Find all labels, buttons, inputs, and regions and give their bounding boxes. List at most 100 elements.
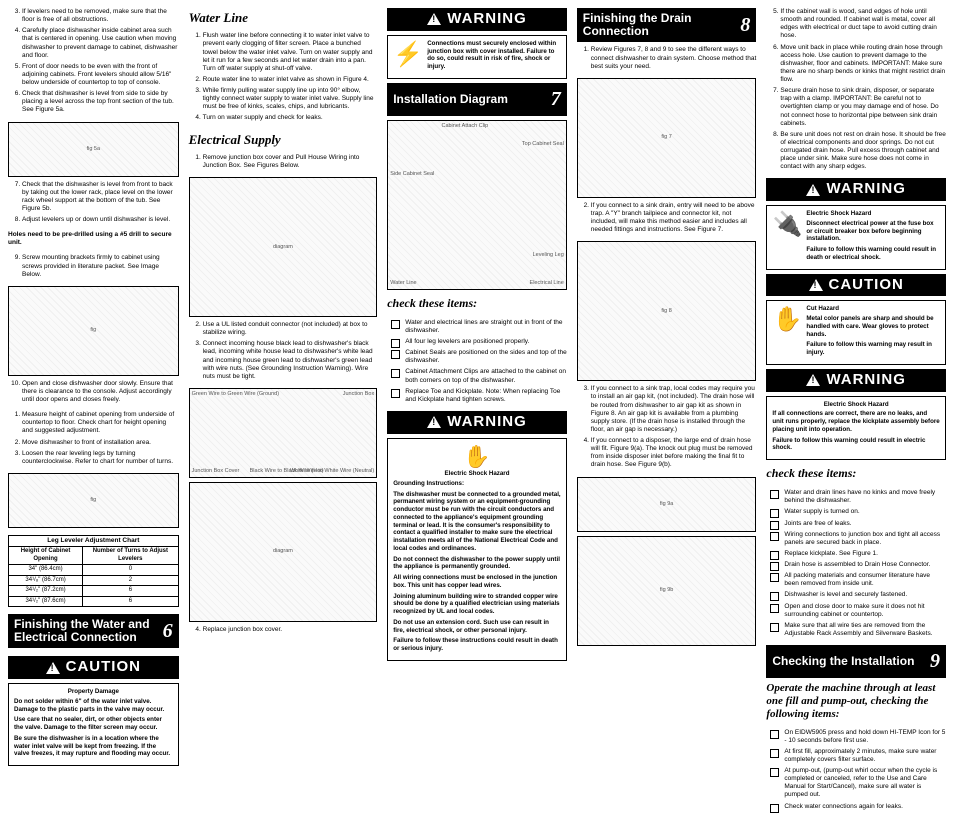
warning-banner: WARNING bbox=[387, 411, 567, 434]
list-item: Secure drain hose to sink drain, dispose… bbox=[780, 87, 946, 128]
list-item: Flush water line before connecting it to… bbox=[203, 32, 378, 73]
list-item: Remove junction box cover and Pull House… bbox=[203, 154, 378, 170]
section-number: 8 bbox=[740, 13, 750, 38]
check-item: Joints are free of leaks. bbox=[770, 520, 946, 528]
section-9-header: Checking the Installation 9 bbox=[766, 645, 946, 678]
plug-icon: 🔌 bbox=[772, 210, 802, 240]
figure-junction-2: diagram bbox=[189, 482, 378, 622]
list-item: If levelers need to be removed, make sur… bbox=[22, 8, 179, 24]
drain-list-2: If you connect to a sink drain, entry wi… bbox=[577, 202, 757, 238]
warning-shock: ✋ Electric Shock Hazard Grounding Instru… bbox=[387, 438, 567, 661]
figure-9b: fig 9b bbox=[577, 536, 757, 646]
figure-installation-diagram: Cabinet Attach Clip Top Cabinet Seal Sid… bbox=[387, 120, 567, 290]
column-3: WARNING ⚡ Connections must securely encl… bbox=[387, 8, 567, 734]
leveler-table: Leg Leveler Adjustment Chart Height of C… bbox=[8, 535, 179, 607]
list-item: Check that the dishwasher is level from … bbox=[22, 181, 179, 214]
list-item: If the cabinet wall is wood, sand edges … bbox=[780, 8, 946, 41]
list-item: If you connect to a disposer, the large … bbox=[591, 437, 757, 470]
check-item: On EIDW5905 press and hold down HI-TEMP … bbox=[770, 729, 946, 745]
figure-9a: fig 9a bbox=[577, 477, 757, 532]
list-item: Screw mounting brackets firmly to cabine… bbox=[22, 254, 179, 278]
figure-brackets: fig bbox=[8, 286, 179, 376]
section-6-header: Finishing the Water and Electrical Conne… bbox=[8, 614, 179, 648]
drain-intro-list: Review Figures 7, 8 and 9 to see the dif… bbox=[577, 46, 757, 73]
list-item: Review Figures 7, 8 and 9 to see the dif… bbox=[591, 46, 757, 70]
electrical-list-2: Use a UL listed conduit connector (not i… bbox=[189, 321, 378, 384]
hand-icon: ✋ bbox=[772, 305, 802, 335]
column-4: Finishing the Drain Connection 8 Review … bbox=[577, 8, 757, 734]
caution-banner: CAUTION bbox=[8, 656, 179, 679]
list-item: Replace junction box cover. bbox=[203, 626, 378, 634]
figure-5a: fig 5a bbox=[8, 122, 179, 177]
list-item: Route water line to water inlet valve as… bbox=[203, 76, 378, 84]
figure-junction-1: diagram bbox=[189, 177, 378, 317]
check-item: Water and drain lines have no kinks and … bbox=[770, 489, 946, 505]
list-item: Check that dishwasher is level from side… bbox=[22, 90, 179, 114]
prep-list-9: Screw mounting brackets firmly to cabine… bbox=[8, 254, 179, 281]
check-item: Water supply is turned on. bbox=[770, 508, 946, 516]
figure-cabinet: fig bbox=[8, 473, 179, 528]
warning-shock-b: 🔌 Electric Shock Hazard Disconnect elect… bbox=[766, 205, 946, 270]
section-number: 7 bbox=[551, 87, 561, 112]
water-list: Flush water line before connecting it to… bbox=[189, 32, 378, 125]
figure-wiring: Green Wire to Green Wire (Ground) Juncti… bbox=[189, 388, 378, 478]
section-8-header: Finishing the Drain Connection 8 bbox=[577, 8, 757, 42]
water-line-heading: Water Line bbox=[189, 10, 378, 26]
check-item: Wiring connections to junction box and t… bbox=[770, 531, 946, 547]
check-heading: check these items: bbox=[387, 296, 567, 311]
list-item: Front of door needs to be even with the … bbox=[22, 63, 179, 87]
list-item: Move unit back in place while routing dr… bbox=[780, 44, 946, 85]
check-list-operate: On EIDW5905 press and hold down HI-TEMP … bbox=[766, 729, 946, 814]
list-item: Be sure unit does not rest on drain hose… bbox=[780, 131, 946, 172]
column-5: If the cabinet wall is wood, sand edges … bbox=[766, 8, 946, 734]
check-item: All packing materials and consumer liter… bbox=[770, 572, 946, 588]
check-item: Replace Toe and Kickplate. Note: When re… bbox=[391, 388, 567, 404]
warning-banner: WARNING bbox=[766, 178, 946, 201]
check-item: Drain hose is assembled to Drain Hose Co… bbox=[770, 561, 946, 569]
electrical-list-4: Replace junction box cover. bbox=[189, 626, 378, 637]
list-item: Use a UL listed conduit connector (not i… bbox=[203, 321, 378, 337]
table-caption: Leg Leveler Adjustment Chart bbox=[8, 535, 179, 546]
check-list-7: Water and electrical lines are straight … bbox=[387, 319, 567, 407]
electrical-list: Remove junction box cover and Pull House… bbox=[189, 154, 378, 173]
check-item: Dishwasher is level and securely fastene… bbox=[770, 591, 946, 599]
check-item: Make sure that all wire ties are removed… bbox=[770, 622, 946, 638]
operate-heading: Operate the machine through at least one… bbox=[766, 682, 946, 722]
check-heading: check these items: bbox=[766, 466, 946, 481]
plug-icon: ⚡ bbox=[393, 40, 423, 70]
column-2: Water Line Flush water line before conne… bbox=[189, 8, 378, 734]
section-title: Finishing the Drain Connection bbox=[583, 12, 741, 38]
section-7-header: Installation Diagram 7 bbox=[387, 83, 567, 116]
check-item: Water and electrical lines are straight … bbox=[391, 319, 567, 335]
list-item: While firmly pulling water supply line u… bbox=[203, 87, 378, 111]
figure-8: fig 8 bbox=[577, 241, 757, 381]
check-item: Cabinet Attachment Clips are attached to… bbox=[391, 368, 567, 384]
caution-box-property: Property Damage Do not solder within 6" … bbox=[8, 683, 179, 766]
list-item: Carefully place dishwasher inside cabine… bbox=[22, 27, 179, 60]
electrical-heading: Electrical Supply bbox=[189, 132, 378, 148]
cabinet-list: If the cabinet wall is wood, sand edges … bbox=[766, 8, 946, 174]
warning-junction: ⚡ Connections must securely enclosed wit… bbox=[387, 35, 567, 79]
column-1: If levelers need to be removed, make sur… bbox=[8, 8, 179, 734]
section-number: 6 bbox=[163, 619, 173, 644]
manual-page: If levelers need to be removed, make sur… bbox=[8, 8, 946, 734]
list-item: Move dishwasher to front of installation… bbox=[22, 439, 179, 447]
check-item: Open and close door to make sure it does… bbox=[770, 603, 946, 619]
list-item: Connect incoming house black lead to dis… bbox=[203, 340, 378, 381]
check-item: Replace kickplate. See Figure 1. bbox=[770, 550, 946, 558]
list-item: Measure height of cabinet opening from u… bbox=[22, 411, 179, 435]
section-title: Installation Diagram bbox=[393, 93, 508, 106]
check-item: Check water connections again for leaks. bbox=[770, 803, 946, 811]
list-item: Adjust levelers up or down until dishwas… bbox=[22, 216, 179, 224]
holes-note: Holes need to be pre-drilled using a #5 … bbox=[8, 231, 179, 247]
warning-banner: WARNING bbox=[387, 8, 567, 31]
caution-cut: ✋ Cut Hazard Metal color panels are shar… bbox=[766, 300, 946, 365]
check-item: At pump-out, (pump-out whirl occur when … bbox=[770, 767, 946, 800]
list-item: Turn on water supply and check for leaks… bbox=[203, 114, 378, 122]
section-title: Finishing the Water and Electrical Conne… bbox=[14, 618, 163, 644]
section-number: 9 bbox=[930, 649, 940, 674]
list-item: If you connect to a sink drain, entry wi… bbox=[591, 202, 757, 235]
section-title: Checking the Installation bbox=[772, 655, 914, 668]
hand-icon: ✋ bbox=[393, 443, 561, 471]
figure-7: fig 7 bbox=[577, 78, 757, 198]
